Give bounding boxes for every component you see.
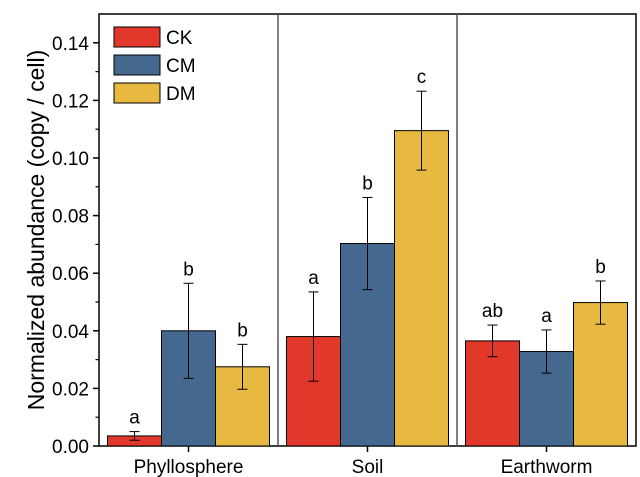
x-axis: Phyllosphere Soil Earthworm: [134, 446, 593, 477]
significance-label: a: [129, 408, 140, 429]
bar: [215, 366, 270, 447]
bar: [573, 302, 628, 447]
y-axis-label: Normalized abundance (copy / cell): [23, 50, 49, 411]
significance-label: a: [541, 306, 552, 327]
y-tick-label: 0.10: [52, 149, 89, 170]
y-tick-label: 0.04: [52, 322, 89, 343]
legend-swatch: [113, 82, 161, 104]
legend-label: CK: [166, 28, 193, 49]
significance-label: b: [595, 257, 606, 278]
y-tick-label: 0.00: [52, 437, 89, 458]
significance-label: b: [237, 320, 248, 341]
legend: CK CM DM: [113, 26, 196, 105]
category-label: Earthworm: [501, 457, 593, 477]
significance-label: b: [183, 259, 194, 280]
legend-swatch: [113, 54, 161, 76]
category-label: Soil: [352, 457, 384, 477]
y-tick-label: 0.06: [52, 264, 89, 285]
y-tick-label: 0.14: [52, 34, 89, 55]
significance-label: b: [362, 173, 373, 194]
bars: [107, 130, 628, 447]
significance-label: ab: [482, 301, 503, 322]
significance-label: c: [417, 67, 427, 88]
y-axis: 0.00 0.02 0.04 0.06 0.08 0.10 0.12 0.14: [52, 34, 99, 458]
legend-label: CM: [166, 56, 196, 77]
panel-separators: [277, 14, 458, 446]
y-tick-label: 0.12: [52, 91, 89, 112]
y-tick-label: 0.02: [52, 379, 89, 400]
error-bars: [129, 90, 606, 441]
significance-label: a: [308, 268, 319, 289]
bar: [394, 130, 449, 447]
category-label: Phyllosphere: [134, 457, 244, 477]
legend-label: DM: [166, 84, 196, 105]
legend-swatch: [113, 26, 161, 48]
y-tick-label: 0.08: [52, 207, 89, 228]
